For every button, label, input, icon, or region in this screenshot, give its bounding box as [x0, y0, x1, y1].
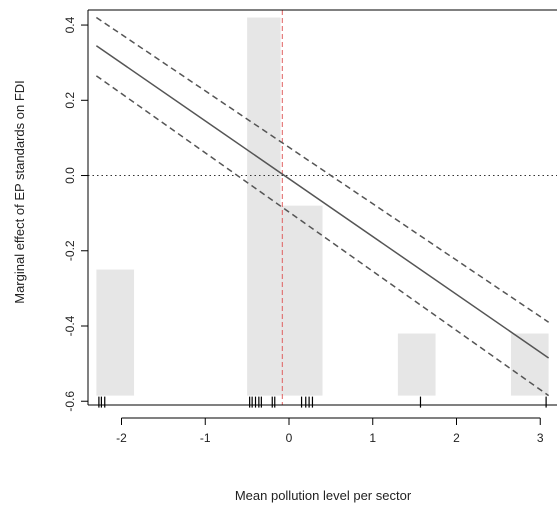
y-tick-label-4: 0.2 — [63, 92, 77, 109]
x-tick-label-0: -2 — [116, 431, 127, 445]
y-axis-label: Marginal effect of EP standards on FDI — [12, 80, 27, 304]
y-tick-label-3: 0.0 — [63, 167, 77, 184]
ci-lower-line — [95, 75, 550, 397]
x-tick-label-1: -1 — [200, 431, 211, 445]
y-tick-label-1: -0.4 — [63, 315, 77, 336]
x-tick-label-5: 3 — [537, 431, 544, 445]
ci-upper-line — [95, 16, 550, 323]
marginal-effect-line — [95, 45, 550, 359]
y-tick-label-5: 0.4 — [63, 16, 77, 33]
y-tick-label-2: -0.2 — [63, 240, 77, 261]
histogram-bar-0 — [96, 269, 135, 396]
x-tick-label-2: 0 — [286, 431, 293, 445]
histogram-bar-4 — [510, 333, 549, 396]
histogram-bars — [96, 17, 549, 396]
y-tick-label-0: -0.6 — [63, 391, 77, 412]
histogram-bar-1 — [247, 17, 281, 396]
axes: -2 -1 0 1 2 3 -0.6 -0.4 -0.2 0.0 0.2 0.4 — [63, 9, 557, 445]
x-axis-label: Mean pollution level per sector — [235, 488, 412, 503]
effect-lines — [95, 16, 550, 397]
reference-lines — [88, 10, 557, 405]
rug-ticks — [98, 396, 547, 408]
x-tick-label-4: 2 — [453, 431, 460, 445]
x-tick-label-3: 1 — [369, 431, 376, 445]
histogram-bar-3 — [397, 333, 436, 396]
histogram-bar-2 — [280, 205, 323, 396]
